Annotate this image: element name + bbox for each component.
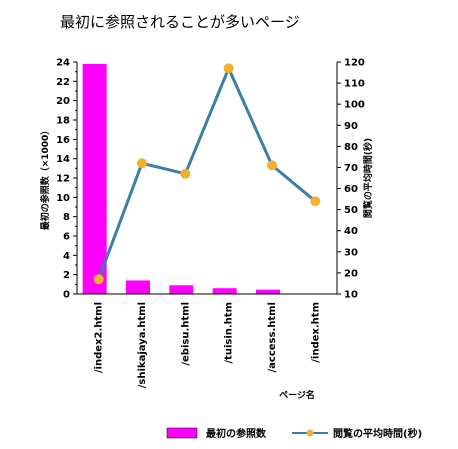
bar [169,285,194,294]
x-tick-label: /ebisu.html [180,302,191,366]
bar [82,63,107,294]
left-tick-label: 14 [56,154,70,165]
x-tick-label: /access.html [267,302,278,373]
right-tick-labels: 10 20 30 40 50 60 70 80 90 100 110 120 [337,58,365,301]
x-tick-label: /shikajaya.html [137,302,148,388]
line-point [310,196,321,207]
axes [76,62,338,295]
right-tick-label: 70 [344,163,358,174]
right-tick-label: 80 [344,142,358,153]
legend-bar-label: 最初の参照数 [206,427,267,440]
bar [256,289,280,294]
left-tick-label: 18 [56,116,70,127]
right-tick-label: 10 [344,290,358,301]
legend-bar-swatch [166,427,198,439]
left-tick-label: 8 [63,212,70,223]
line-point [267,160,277,171]
line-point [137,158,147,169]
left-tick-label: 4 [63,251,70,262]
line-point [180,168,191,179]
x-tick-label: /index2.html [94,302,105,373]
line-path [97,64,317,280]
left-axis-label: 最初の参照数（×1000） [39,126,51,231]
legend: 最初の参照数 閲覧の平均時間(秒) [166,427,422,440]
left-tick-label: 2 [63,270,70,281]
left-tick-label: 0 [63,290,70,301]
x-tick-label: /tuisin.htm [224,302,235,364]
left-tick-label: 16 [56,135,70,146]
chart-title: 最初に参照されることが多いページ [60,13,300,31]
left-tick-label: 22 [56,77,70,88]
legend-line-label: 閲覧の平均時間(秒) [333,427,422,440]
right-tick-label: 60 [344,184,358,195]
legend-line-marker [306,429,314,437]
line-point [93,274,104,285]
line-series [93,63,321,285]
bar [126,280,150,294]
x-tick-labels: /index2.html/shikajaya.html/ebisu.html/t… [94,302,322,388]
left-tick-label: 20 [56,96,70,107]
right-tick-label: 100 [344,100,365,111]
x-axis-label: ページ名 [279,389,315,401]
left-tick-label: 10 [56,193,70,204]
right-tick-label: 30 [344,247,358,258]
line-point [223,63,234,74]
left-tick-label: 12 [56,174,70,185]
right-tick-label: 90 [344,121,358,132]
right-axis-label: 閲覧の平均時間(秒) [362,138,374,218]
right-tick-label: 120 [344,58,365,69]
left-tick-label: 24 [56,58,70,69]
right-tick-label: 40 [344,226,358,237]
right-tick-label: 20 [344,268,358,279]
left-tick-label: 6 [63,232,70,243]
bar [212,288,237,294]
bar-series [82,63,324,294]
x-tick-label: /index.htm [310,302,321,363]
right-tick-label: 50 [344,205,358,216]
right-tick-label: 110 [344,79,365,90]
